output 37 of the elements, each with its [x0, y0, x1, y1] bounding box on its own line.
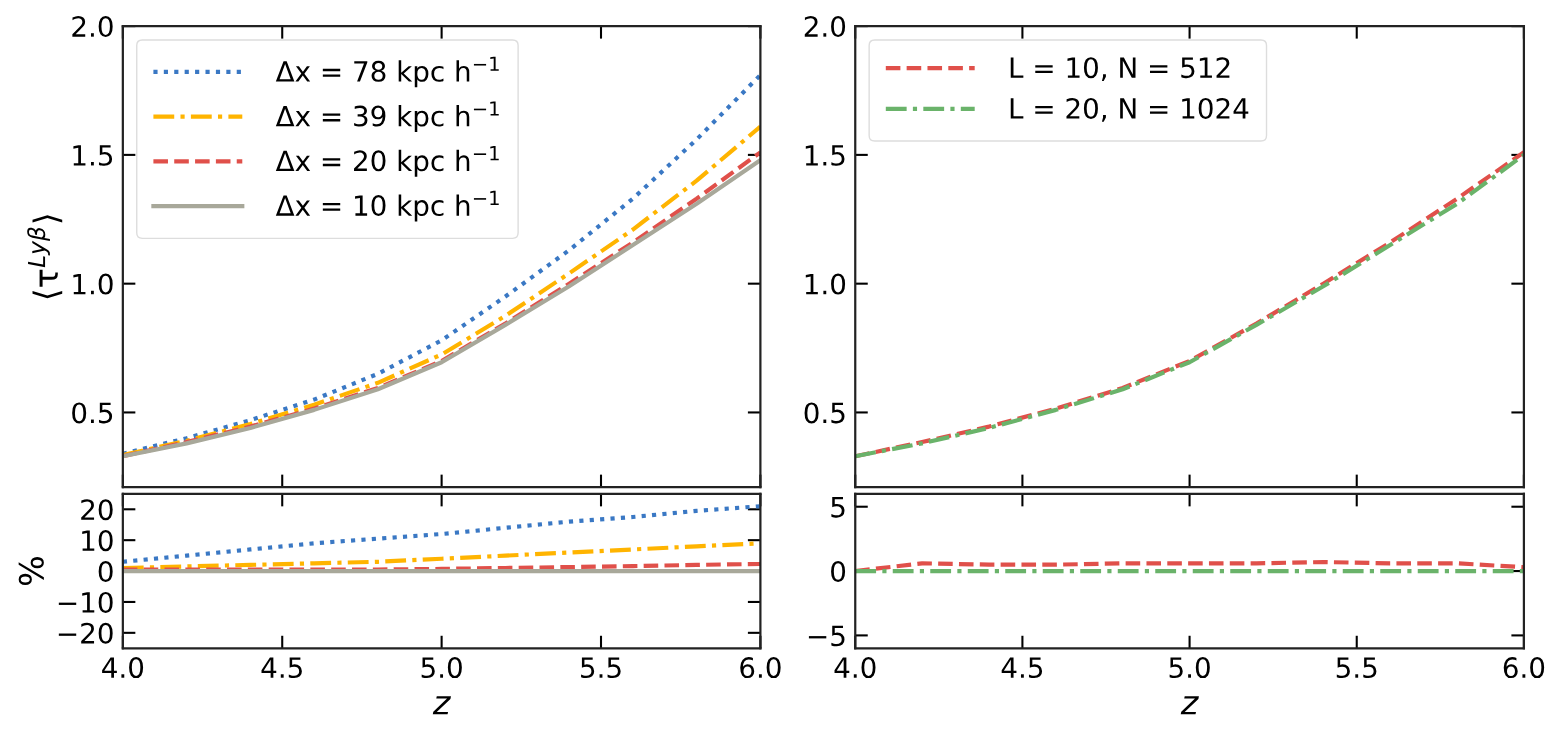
y-tick-label: 0 — [831, 561, 846, 583]
legend-label: Δx = 10 kpc h$^{−1}$ — [275, 190, 499, 222]
y-tick-label: 5 — [831, 497, 845, 518]
y-tick-label: 10 — [82, 530, 113, 552]
y-axis-title: ⟨τ$^{Lyβ}$⟩ — [27, 215, 63, 299]
x-tick-label: 5.5 — [1336, 657, 1377, 679]
x-tick-label: 5.0 — [421, 657, 462, 679]
y-tick-label: 0.5 — [72, 402, 113, 424]
legend-label: Δx = 78 kpc h$^{−1}$ — [275, 56, 499, 88]
x-tick-label: 6.0 — [1503, 657, 1545, 679]
y-tick-label: −20 — [58, 622, 113, 644]
x-axis-title: z — [432, 696, 451, 715]
y-tick-label: 1.0 — [73, 273, 113, 295]
legend-label: Δx = 39 kpc h$^{−1}$ — [275, 101, 499, 132]
y-tick-label: 0 — [98, 561, 113, 583]
x-tick-label: 6.0 — [740, 657, 781, 679]
y-tick-label: 2.0 — [72, 16, 113, 38]
y-tick-label: 20 — [81, 499, 113, 521]
legend-label: Δx = 20 kpc h$^{−1}$ — [275, 146, 499, 177]
x-tick-label: 5.0 — [1169, 657, 1210, 679]
y-tick-label: 2.0 — [804, 16, 846, 38]
y-tick-label: 1.0 — [805, 273, 846, 295]
y-tick-label: 1.5 — [805, 145, 845, 166]
x-tick-label: 4.0 — [834, 657, 876, 679]
x-tick-label: 4.0 — [102, 657, 144, 679]
y-tick-label: −10 — [58, 591, 113, 613]
x-tick-label: 4.5 — [1001, 657, 1043, 679]
legend-label: L = 20, N = 1024 — [1010, 97, 1249, 122]
y-tick-label: 0.5 — [804, 402, 845, 424]
x-axis-title: z — [1180, 696, 1199, 715]
x-tick-label: 4.5 — [261, 657, 302, 679]
legend-label: L = 10, N = 512 — [1010, 57, 1230, 81]
y-tick-label: 1.5 — [73, 145, 113, 166]
y-axis-title: % — [18, 557, 44, 586]
line-series — [122, 504, 761, 564]
y-tick-label: −5 — [808, 625, 845, 647]
x-tick-label: 5.5 — [581, 657, 621, 679]
